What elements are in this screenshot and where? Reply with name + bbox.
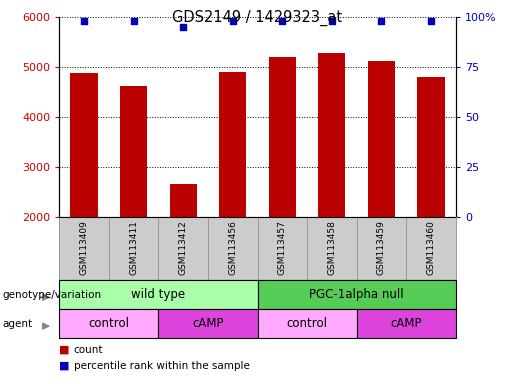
Text: GSM113458: GSM113458 [328, 220, 336, 275]
Bar [356, 217, 406, 280]
Bar [219, 72, 246, 217]
Text: control: control [88, 317, 129, 330]
Bar [368, 61, 395, 217]
Bar [406, 217, 456, 280]
Text: GSM113412: GSM113412 [179, 220, 187, 275]
Text: genotype/variation: genotype/variation [3, 290, 101, 300]
Bar [307, 217, 356, 280]
Point [427, 18, 435, 24]
Bar [159, 217, 208, 280]
Bar [208, 217, 258, 280]
Bar [59, 280, 258, 309]
Text: GSM113459: GSM113459 [377, 220, 386, 275]
Bar [158, 309, 258, 338]
Text: ■: ■ [59, 361, 70, 371]
Bar [71, 73, 98, 217]
Bar [169, 184, 197, 217]
Text: control: control [286, 317, 328, 330]
Text: cAMP: cAMP [192, 317, 224, 330]
Text: GDS2149 / 1429323_at: GDS2149 / 1429323_at [173, 10, 342, 26]
Text: cAMP: cAMP [390, 317, 422, 330]
Text: GSM113456: GSM113456 [228, 220, 237, 275]
Bar [417, 77, 444, 217]
Bar [258, 217, 307, 280]
Text: percentile rank within the sample: percentile rank within the sample [74, 361, 250, 371]
Point [129, 18, 138, 24]
Point [179, 24, 187, 30]
Point [278, 18, 286, 24]
Text: GSM113457: GSM113457 [278, 220, 287, 275]
Text: count: count [74, 345, 103, 355]
Text: ■: ■ [59, 345, 70, 355]
Bar [269, 57, 296, 217]
Bar [59, 309, 158, 338]
Bar [356, 309, 456, 338]
Text: GSM113409: GSM113409 [79, 220, 89, 275]
Bar [120, 86, 147, 217]
Bar [258, 309, 356, 338]
Bar [258, 280, 456, 309]
Bar [109, 217, 159, 280]
Bar [318, 53, 346, 217]
Point [328, 18, 336, 24]
Bar [59, 217, 109, 280]
Point [377, 18, 386, 24]
Point [229, 18, 237, 24]
Text: PGC-1alpha null: PGC-1alpha null [310, 288, 404, 301]
Text: agent: agent [3, 318, 32, 329]
Text: GSM113411: GSM113411 [129, 220, 138, 275]
Point [80, 18, 88, 24]
Text: wild type: wild type [131, 288, 185, 301]
Text: GSM113460: GSM113460 [426, 220, 436, 275]
